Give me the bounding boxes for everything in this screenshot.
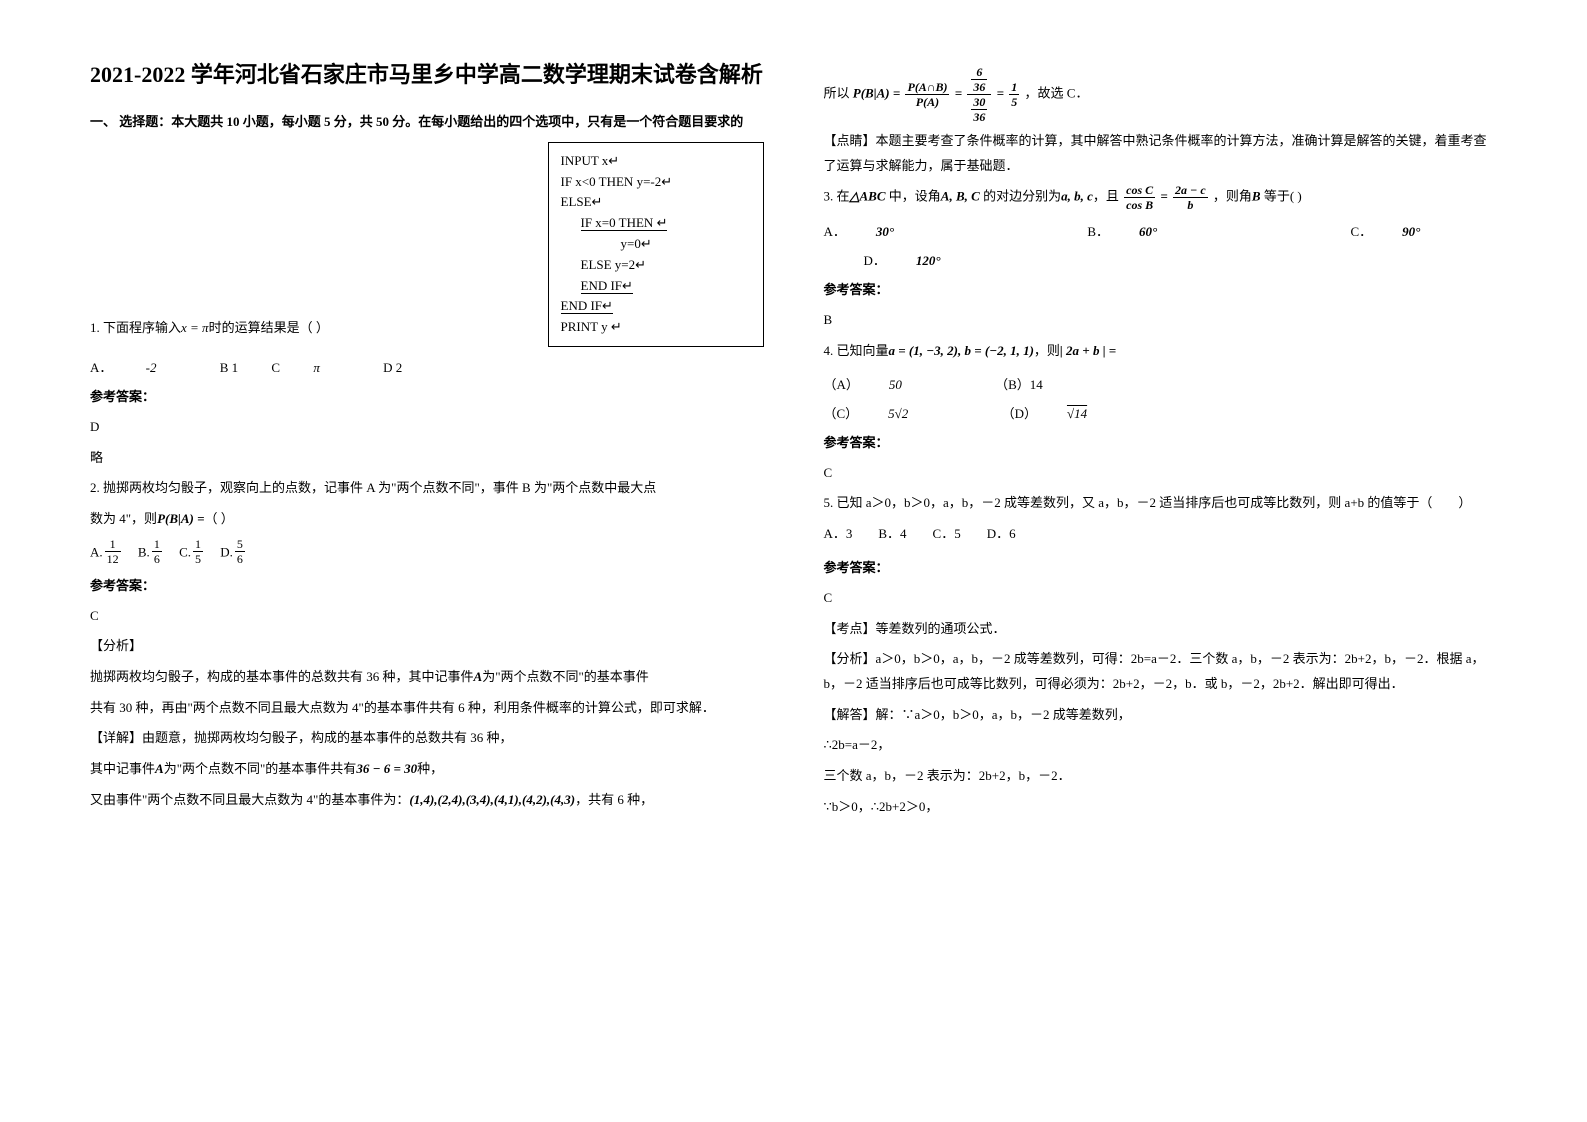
- code-l7: END IF↵: [581, 278, 633, 294]
- q1-formula: x = π: [181, 320, 209, 335]
- q3-options-2: D．120°: [824, 250, 1498, 269]
- section-1-heading: 一、 选择题：本大题共 10 小题，每小题 5 分，共 50 分。在每小题给出的…: [90, 111, 764, 130]
- q3-answer-label: 参考答案：: [824, 279, 1498, 298]
- q5-options: A．3 B．4 C．5 D．6: [824, 522, 1498, 547]
- q3-options-1: A．30° B．60° C．90°: [824, 221, 1498, 240]
- code-l6: ELSE y=2↵: [561, 255, 751, 276]
- code-l2: IF x<0 THEN y=-2↵: [561, 172, 751, 193]
- q2-stem-1: 2. 抛掷两枚均匀骰子，观察向上的点数，记事件 A 为"两个点数不同"，事件 B…: [90, 476, 764, 501]
- code-l9: PRINT y ↵: [561, 317, 751, 338]
- question-3: 3. 在△ABC 中，设角A, B, C 的对边分别为a, b, c，且 cos…: [824, 184, 1498, 211]
- q2-result-formula: 所以 P(B|A) = P(A∩B)P(A) = 636 3036 = 15 ，…: [824, 66, 1498, 123]
- code-l5: y=0↵: [561, 234, 751, 255]
- q2-s2b: P(B|A) =: [157, 511, 204, 526]
- q4-opt-a: （A）50: [824, 377, 932, 392]
- q1-stem: 1. 下面程序输入x = π时的运算结果是（ ）: [90, 316, 538, 341]
- q5-answer: C: [824, 586, 1498, 611]
- q2-analysis-label: 【分析】: [90, 634, 764, 659]
- q5-k6: ∵b＞0，∴2b+2＞0，: [824, 795, 1498, 820]
- q4-opt-d: （D）√14: [1002, 406, 1148, 421]
- q5-k2: 【分析】a＞0，b＞0，a，b，－2 成等差数列，可得：2b=a－2．三个数 a…: [824, 647, 1498, 696]
- q4-answer-label: 参考答案：: [824, 432, 1498, 451]
- q1-opt-c: C π: [271, 360, 349, 375]
- code-l8: END IF↵: [561, 298, 613, 314]
- question-4: 4. 已知向量a = (1, −3, 2), b = (−2, 1, 1)，则|…: [824, 339, 1498, 364]
- q3-answer: B: [824, 308, 1498, 333]
- q4-options-2: （C）5√2 （D）√14: [824, 403, 1498, 422]
- q2-answer: C: [90, 604, 764, 629]
- q5-answer-label: 参考答案：: [824, 557, 1498, 576]
- q4-opt-c: （C）5√2: [824, 406, 939, 421]
- exam-title: 2021-2022 学年河北省石家庄市马里乡中学高二数学理期末试卷含解析: [90, 60, 764, 91]
- q3-opt-c: C．90°: [1350, 224, 1450, 239]
- q1-answer-label: 参考答案：: [90, 386, 764, 405]
- q2-stem-2: 数为 4"，则P(B|A) =（ ）: [90, 507, 764, 532]
- question-1: 1. 下面程序输入x = π时的运算结果是（ ） INPUT x↵ IF x<0…: [90, 142, 764, 347]
- q3-opt-a: A．30°: [824, 224, 925, 239]
- q2-dianjing: 【点睛】本题主要考查了条件概率的计算，其中解答中熟记条件概率的计算方法，准确计算…: [824, 129, 1498, 178]
- left-column: 2021-2022 学年河北省石家庄市马里乡中学高二数学理期末试卷含解析 一、 …: [90, 60, 764, 825]
- q1-text-c: 时的运算结果是（ ）: [209, 320, 329, 335]
- q1-opt-a: A． -2: [90, 360, 186, 375]
- q4-options-1: （A）50 （B）14: [824, 374, 1498, 393]
- right-column: 所以 P(B|A) = P(A∩B)P(A) = 636 3036 = 15 ，…: [824, 60, 1498, 825]
- q2-d3: 又由事件"两个点数不同且最大点数为 4"的基本事件为：(1,4),(2,4),(…: [90, 788, 764, 813]
- q3-opt-d: D．120°: [864, 253, 971, 268]
- q5-k3: 【解答】解：∵a＞0，b＞0，a，b，－2 成等差数列，: [824, 703, 1498, 728]
- q2-s2c: （ ）: [205, 511, 234, 526]
- q1-code-box: INPUT x↵ IF x<0 THEN y=-2↵ ELSE↵ IF x=0 …: [548, 142, 764, 347]
- q4-opt-b: （B）14: [995, 377, 1043, 392]
- q2-s2a: 数为 4"，则: [90, 511, 157, 526]
- q1-opt-b: B 1: [220, 360, 238, 375]
- q2-opt-a: A.112: [90, 538, 123, 565]
- exam-page: 2021-2022 学年河北省石家庄市马里乡中学高二数学理期末试卷含解析 一、 …: [0, 0, 1587, 885]
- q5-k5: 三个数 a，b，－2 表示为：2b+2，b，－2．: [824, 764, 1498, 789]
- q2-a2: 共有 30 种，再由"两个点数不同且最大点数为 4"的基本事件共有 6 种，利用…: [90, 696, 764, 721]
- q2-opt-c: C.15: [179, 538, 205, 565]
- q2-options: A.112 B.16 C.15 D.56: [90, 538, 764, 565]
- q2-a1: 抛掷两枚均匀骰子，构成的基本事件的总数共有 36 种，其中记事件A为"两个点数不…: [90, 665, 764, 690]
- q1-text-a: 1. 下面程序输入: [90, 320, 181, 335]
- q1-answer: D: [90, 415, 764, 440]
- q3-opt-b: B．60°: [1087, 224, 1187, 239]
- q1-opt-d: D 2: [383, 360, 402, 375]
- q2-opt-b: B.16: [138, 538, 164, 565]
- code-l1: INPUT x↵: [561, 151, 751, 172]
- q5-k4: ∴2b=a－2，: [824, 733, 1498, 758]
- q2-d2: 其中记事件A为"两个点数不同"的基本事件共有36 − 6 = 30种，: [90, 757, 764, 782]
- q1-skip: 略: [90, 446, 764, 471]
- q1-options: A． -2 B 1 C π D 2: [90, 357, 764, 376]
- code-l3: ELSE↵: [561, 192, 751, 213]
- question-5-stem: 5. 已知 a＞0，b＞0，a，b，－2 成等差数列，又 a，b，－2 适当排序…: [824, 491, 1498, 516]
- q2-d1: 【详解】由题意，抛掷两枚均匀骰子，构成的基本事件的总数共有 36 种，: [90, 726, 764, 751]
- q2-opt-d: D.56: [220, 538, 247, 565]
- q5-k1: 【考点】等差数列的通项公式．: [824, 617, 1498, 642]
- q2-answer-label: 参考答案：: [90, 575, 764, 594]
- q4-answer: C: [824, 461, 1498, 486]
- code-l4: IF x=0 THEN ↵: [581, 215, 668, 231]
